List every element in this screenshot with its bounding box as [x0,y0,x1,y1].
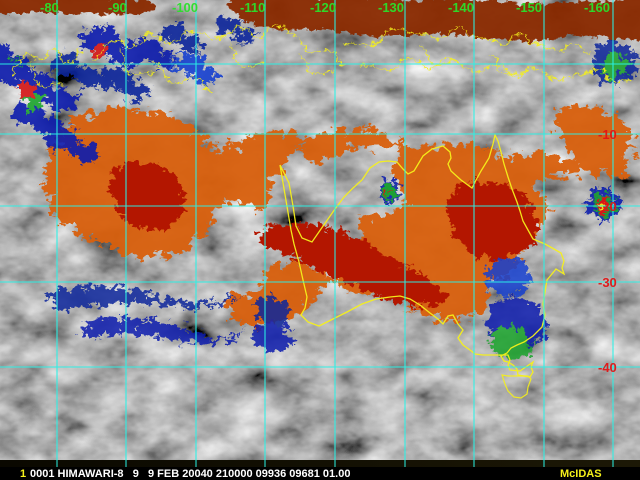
svg-text:-10: -10 [598,127,617,142]
svg-text:-100: -100 [172,0,198,15]
svg-text:-160: -160 [584,0,610,15]
svg-text:0001 HIMAWARI-8 9 9 FEB 20: 0001 HIMAWARI-8 9 9 FEB 20040 210000 099… [30,468,350,480]
svg-text:-90: -90 [108,0,127,15]
svg-text:-120: -120 [310,0,336,15]
svg-text:-130: -130 [378,0,404,15]
svg-text:1: 1 [20,468,26,480]
svg-text:-150: -150 [516,0,542,15]
svg-text:McIDAS: McIDAS [560,468,602,480]
svg-text:-20: -20 [598,199,617,214]
svg-text:-40: -40 [598,360,617,375]
svg-text:-80: -80 [40,0,59,15]
svg-text:-110: -110 [240,0,265,15]
svg-text:-30: -30 [598,275,617,290]
svg-text:-140: -140 [448,0,474,15]
